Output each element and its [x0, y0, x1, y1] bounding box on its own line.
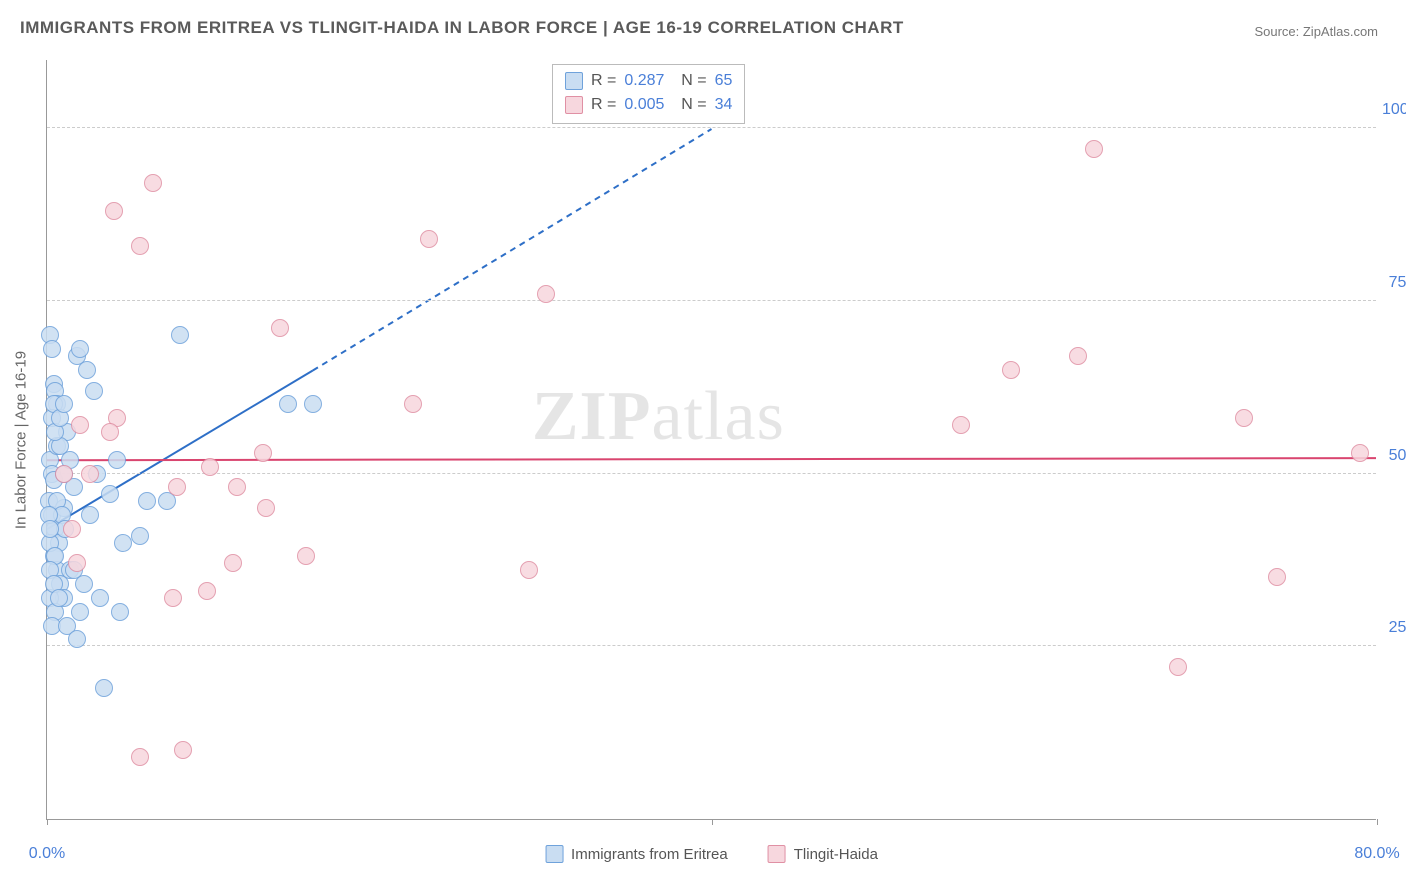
scatter-point-eritrea [85, 382, 103, 400]
scatter-point-tlingit [174, 741, 192, 759]
scatter-point-tlingit [1069, 347, 1087, 365]
chart-title: IMMIGRANTS FROM ERITREA VS TLINGIT-HAIDA… [20, 18, 904, 38]
stats-n-label: N = [672, 93, 706, 117]
x-tick [1377, 819, 1378, 825]
x-tick-label: 0.0% [29, 845, 65, 863]
scatter-point-eritrea [279, 395, 297, 413]
y-tick-label: 100.0% [1382, 101, 1406, 119]
watermark: ZIPatlas [532, 377, 785, 457]
scatter-point-tlingit [144, 174, 162, 192]
stats-r-label: R = [591, 69, 616, 93]
scatter-point-tlingit [224, 554, 242, 572]
scatter-point-tlingit [1351, 444, 1369, 462]
scatter-point-tlingit [201, 458, 219, 476]
scatter-point-tlingit [81, 465, 99, 483]
stats-swatch-series-0 [565, 72, 583, 90]
scatter-point-eritrea [171, 326, 189, 344]
scatter-point-eritrea [91, 589, 109, 607]
scatter-point-eritrea [131, 527, 149, 545]
scatter-point-eritrea [71, 340, 89, 358]
scatter-point-tlingit [105, 202, 123, 220]
trend-lines-layer [47, 60, 1376, 819]
scatter-point-eritrea [43, 340, 61, 358]
scatter-point-tlingit [63, 520, 81, 538]
legend-swatch-1 [768, 845, 786, 863]
trend-line [313, 129, 712, 371]
gridline-h [47, 473, 1376, 474]
watermark-part2: atlas [652, 378, 785, 455]
y-tick-label: 50.0% [1382, 447, 1406, 465]
scatter-point-eritrea [304, 395, 322, 413]
scatter-point-tlingit [952, 416, 970, 434]
scatter-point-tlingit [520, 561, 538, 579]
scatter-point-eritrea [41, 520, 59, 538]
scatter-point-tlingit [1268, 568, 1286, 586]
watermark-part1: ZIP [532, 378, 652, 455]
stats-n-label: N = [672, 69, 706, 93]
scatter-point-eritrea [101, 485, 119, 503]
legend-label-1: Tlingit-Haida [794, 846, 878, 863]
scatter-point-tlingit [168, 478, 186, 496]
legend-swatch-0 [545, 845, 563, 863]
gridline-h [47, 645, 1376, 646]
stats-r-value-0: 0.287 [624, 69, 664, 93]
scatter-point-tlingit [71, 416, 89, 434]
scatter-point-eritrea [68, 630, 86, 648]
stats-r-label: R = [591, 93, 616, 117]
trend-line [47, 458, 1376, 460]
scatter-point-tlingit [257, 499, 275, 517]
scatter-point-eritrea [111, 603, 129, 621]
legend-item-0: Immigrants from Eritrea [545, 845, 728, 863]
stats-n-value-0: 65 [715, 69, 733, 93]
scatter-point-tlingit [1002, 361, 1020, 379]
scatter-point-eritrea [95, 679, 113, 697]
scatter-point-tlingit [1235, 409, 1253, 427]
plot-area: In Labor Force | Age 16-19 ZIPatlas R = … [46, 60, 1376, 820]
scatter-point-tlingit [420, 230, 438, 248]
scatter-point-tlingit [1169, 658, 1187, 676]
gridline-h [47, 127, 1376, 128]
scatter-point-eritrea [75, 575, 93, 593]
scatter-point-tlingit [254, 444, 272, 462]
scatter-point-tlingit [404, 395, 422, 413]
stats-swatch-series-1 [565, 96, 583, 114]
scatter-point-eritrea [78, 361, 96, 379]
scatter-point-eritrea [108, 451, 126, 469]
scatter-point-eritrea [114, 534, 132, 552]
scatter-point-eritrea [55, 395, 73, 413]
scatter-point-eritrea [71, 603, 89, 621]
scatter-point-tlingit [198, 582, 216, 600]
scatter-point-tlingit [297, 547, 315, 565]
stats-row-series-1: R = 0.005 N = 34 [565, 93, 732, 117]
scatter-point-eritrea [81, 506, 99, 524]
stats-r-value-1: 0.005 [624, 93, 664, 117]
legend: Immigrants from Eritrea Tlingit-Haida [545, 845, 878, 863]
y-axis-title: In Labor Force | Age 16-19 [13, 350, 30, 528]
scatter-point-eritrea [50, 589, 68, 607]
stats-n-value-1: 34 [715, 93, 733, 117]
scatter-point-tlingit [55, 465, 73, 483]
scatter-point-tlingit [131, 748, 149, 766]
scatter-point-tlingit [164, 589, 182, 607]
x-tick-label: 80.0% [1354, 845, 1399, 863]
y-tick-label: 75.0% [1382, 274, 1406, 292]
scatter-point-tlingit [131, 237, 149, 255]
legend-item-1: Tlingit-Haida [768, 845, 878, 863]
legend-label-0: Immigrants from Eritrea [571, 846, 728, 863]
scatter-point-tlingit [101, 423, 119, 441]
stats-row-series-0: R = 0.287 N = 65 [565, 69, 732, 93]
x-tick [712, 819, 713, 825]
scatter-point-tlingit [68, 554, 86, 572]
scatter-point-eritrea [138, 492, 156, 510]
source-attribution: Source: ZipAtlas.com [1254, 24, 1378, 39]
gridline-h [47, 300, 1376, 301]
scatter-point-tlingit [228, 478, 246, 496]
scatter-point-tlingit [537, 285, 555, 303]
scatter-point-tlingit [1085, 140, 1103, 158]
y-tick-label: 25.0% [1382, 619, 1406, 637]
stats-box: R = 0.287 N = 65 R = 0.005 N = 34 [552, 64, 745, 124]
x-tick [47, 819, 48, 825]
scatter-point-tlingit [271, 319, 289, 337]
